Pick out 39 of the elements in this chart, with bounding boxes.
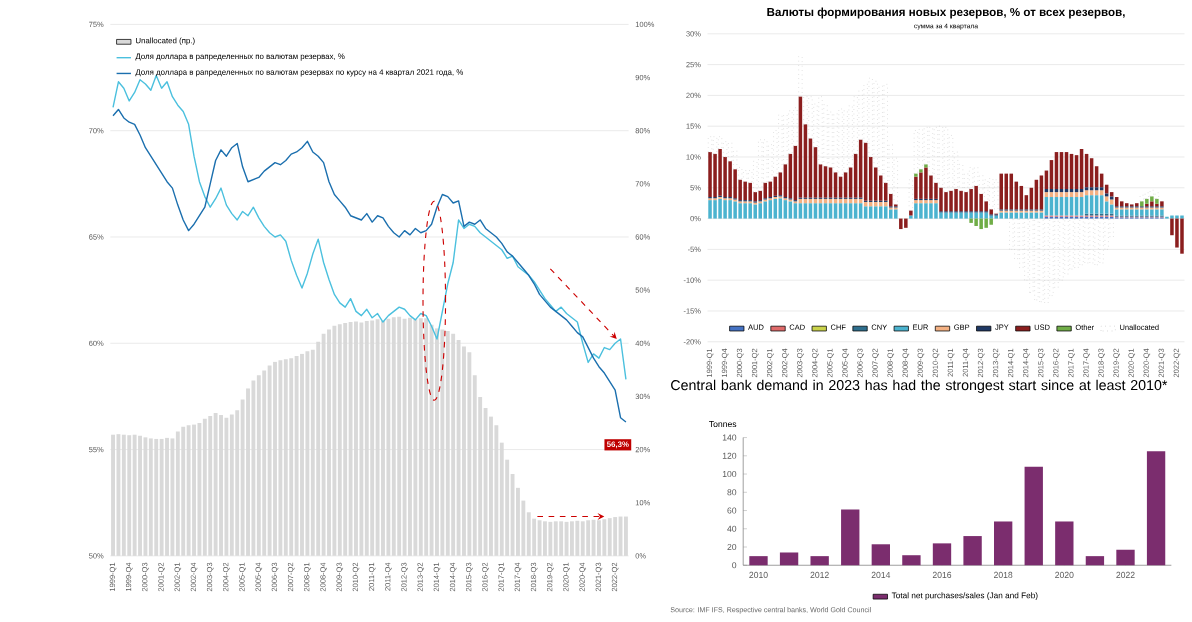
bar: [871, 544, 890, 566]
bar: [932, 543, 952, 566]
bar: [723, 141, 728, 158]
bar: [1139, 195, 1144, 202]
bar: [1024, 466, 1043, 566]
bar: [989, 178, 994, 210]
bar: [1144, 192, 1149, 200]
bar: [1146, 451, 1166, 566]
bar: [810, 556, 829, 566]
bar: [743, 170, 748, 183]
bar: [712, 136, 718, 155]
bar: [928, 127, 934, 176]
bar: [848, 105, 853, 168]
bar: [1116, 549, 1135, 566]
bar: [984, 179, 989, 202]
bar: [728, 142, 733, 162]
bar: [779, 552, 799, 566]
bar: [1149, 190, 1154, 197]
bar: [1055, 521, 1074, 566]
bar: [749, 556, 768, 566]
bar: [841, 509, 860, 566]
bar: [902, 555, 921, 566]
bar: [979, 175, 984, 195]
bar: [803, 96, 808, 125]
bar: [733, 150, 738, 170]
bar: [818, 96, 823, 165]
bar: [783, 114, 788, 165]
bar: [808, 96, 813, 140]
bar: [908, 179, 913, 212]
bar: [813, 103, 818, 148]
bar: [993, 521, 1013, 566]
bar: [964, 173, 969, 193]
bar: [738, 167, 743, 181]
bar: [1154, 192, 1159, 200]
bar: [969, 167, 974, 190]
bar: [963, 536, 982, 566]
bar: [793, 107, 798, 147]
bar: [994, 179, 999, 215]
bar: [1085, 556, 1105, 566]
